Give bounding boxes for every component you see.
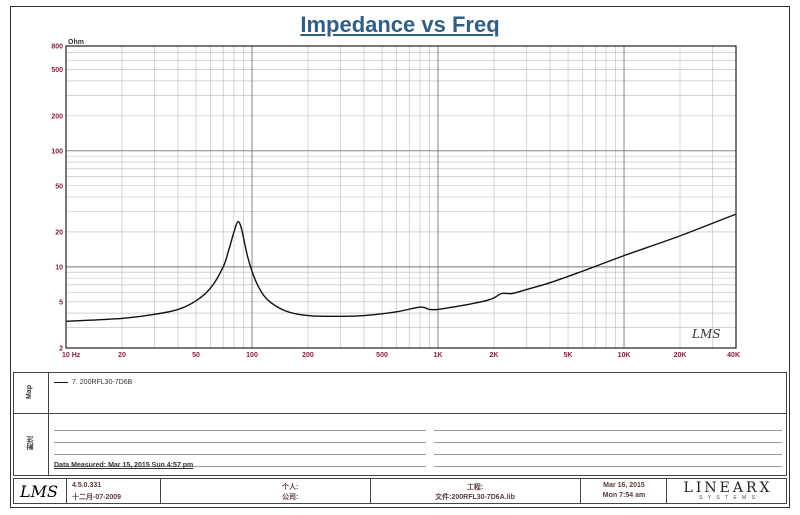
y-axis-unit: Ohm [68,39,84,46]
footer-divider [66,479,67,503]
legend-swatch [54,382,68,383]
version: 4.5.0.331 [72,482,102,489]
y-tick-label: 2 [59,346,63,353]
y-tick-label: 10 [55,264,63,271]
series-layer [65,213,737,322]
y-tick-label: 50 [55,183,63,190]
x-tick-label: 100 [246,352,258,359]
notes-rule [54,430,426,431]
notes-label-cell: 附注 [14,414,49,475]
map-label: Map [26,385,33,399]
chart-title: Impedance vs Freq [300,12,500,37]
notes-panel: 附注 Data Measured: Mar 15, 2015 Sun 4:57 … [13,413,787,476]
x-tick-label: 40K [727,352,740,359]
footer-divider [580,479,581,503]
legend-label: 7. 200RFL30-7D6B [72,379,133,386]
notes-rule [434,466,782,467]
footer-divider [370,479,371,503]
footer-bar: LMS 4.5.0.331 十二月-07-2009 个人: 公司: 工程: 文件… [13,478,787,504]
person-label: 个人: [282,484,299,491]
map-label-cell: Map [14,373,49,413]
impedance-chart: 10 Hz 20 50 100 200 500 1K 2K 5K 10K 20K 40K 800 500… [51,39,740,359]
x-tick-label: 500 [376,352,388,359]
company-label: 公司: [282,494,299,501]
y-tick-label: 800 [51,44,63,51]
map-panel: Map 7. 200RFL30-7D6B [13,372,787,414]
y-tick-label: 100 [51,148,63,155]
x-tick-label: 10 Hz [62,352,81,359]
y-tick-label: 500 [51,67,63,74]
series-line [65,213,737,322]
x-tick-label: 50 [192,352,200,359]
y-tick-label: 200 [51,113,63,120]
notes-rule [434,454,782,455]
date-measured: Data Measured: Mar 15, 2015 Sun 4:57 pm [54,462,194,469]
x-tick-label: 10K [618,352,631,359]
notes-rule [54,454,426,455]
notes-label: 附注 [27,436,34,450]
x-tick-label: 2K [490,352,499,359]
project-label: 工程: [466,484,484,491]
y-tick-label: 20 [55,229,63,236]
x-axis-ticks: 10 Hz 20 50 100 200 500 1K 2K 5K 10K 20K 40K [62,352,740,359]
lms-watermark: LMS [691,327,720,341]
minor-grid [66,45,737,349]
print-time: Mon 7:54 am [602,492,646,499]
notes-rule [434,442,782,443]
brand-subtitle: S Y S T E M S [699,495,757,501]
x-tick-label: 20 [118,352,126,359]
x-tick-label: 200 [302,352,314,359]
x-tick-label: 5K [564,352,573,359]
footer-divider [160,479,161,503]
plot-area [65,45,737,349]
y-axis-ticks: 800 500 200 100 50 20 10 5 2 [51,44,63,353]
version-date: 十二月-07-2009 [72,494,122,501]
print-date: Mar 16, 2015 [603,482,645,489]
x-tick-label: 1K [434,352,443,359]
legend-entry: 7. 200RFL30-7D6B [54,379,132,386]
file-label: 文件:200RFL30-7D6A.lib [435,494,515,501]
y-tick-label: 5 [59,299,63,306]
lms-logo: LMS [20,482,58,501]
x-tick-label: 20K [674,352,687,359]
notes-rule [434,430,782,431]
brand-logo: LINEARX [683,480,773,496]
notes-rule [54,442,426,443]
footer-divider [666,479,667,503]
notes-rule [54,466,426,467]
